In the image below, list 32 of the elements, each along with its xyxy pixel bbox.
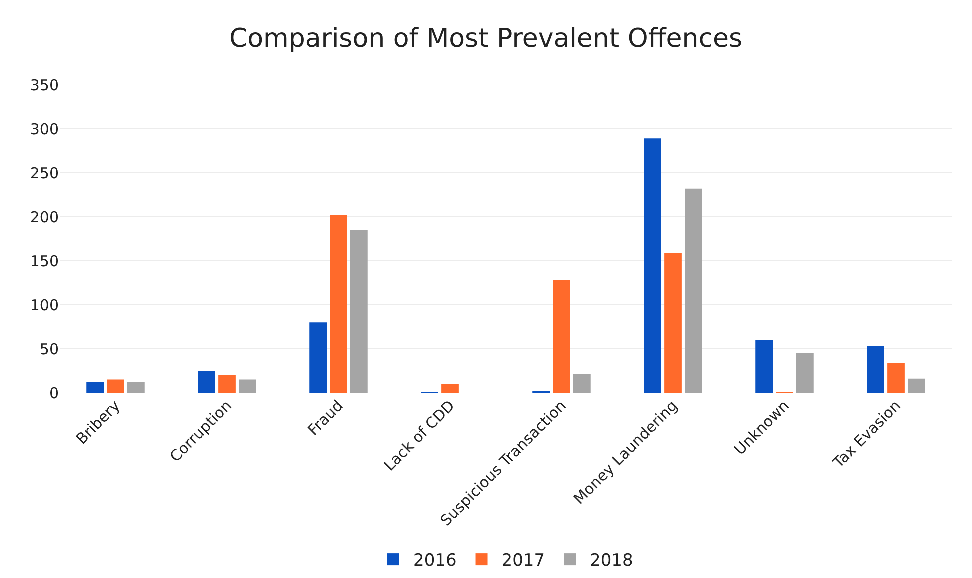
bar [128,382,145,393]
bar [198,371,216,393]
y-tick-label: 50 [40,340,59,358]
bar [442,384,459,393]
bar [888,363,905,393]
legend-label: 2016 [414,551,457,572]
bar [796,353,814,393]
bar [644,138,662,393]
bar [350,230,368,393]
bar [685,188,702,393]
legend-label: 2017 [502,551,546,572]
legend-label: 2018 [590,551,634,572]
y-tick-label: 150 [30,252,59,270]
y-tick-label: 350 [30,76,59,94]
bar [107,380,124,393]
y-tick-label: 0 [49,384,59,402]
y-tick-label: 250 [30,164,59,182]
bar [553,280,570,393]
bar [86,382,104,393]
bar [239,380,256,393]
bar [330,215,348,393]
chart-title: Comparison of Most Prevalent Offences [229,24,743,54]
y-tick-label: 300 [30,120,59,138]
bar [310,322,327,393]
y-tick-label: 200 [30,208,59,226]
bar [867,346,884,393]
bar [756,340,773,393]
y-tick-label: 100 [30,296,59,314]
bar [664,253,682,393]
bar [218,375,236,393]
bar [908,378,926,393]
bar [574,374,591,393]
